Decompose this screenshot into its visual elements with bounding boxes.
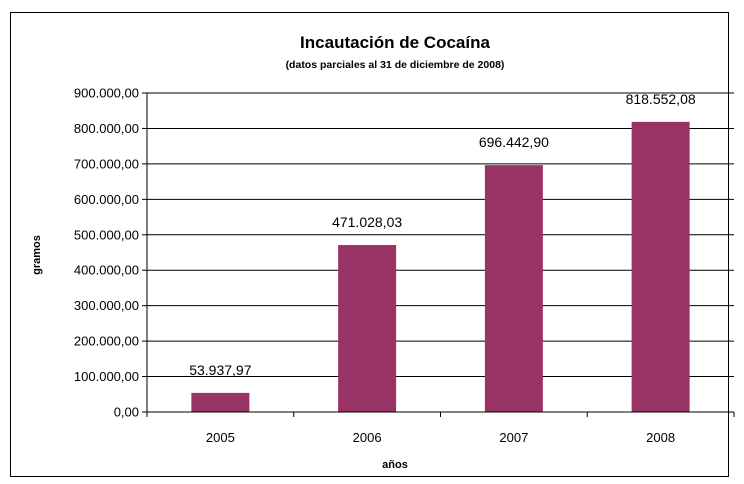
x-tick-labels: 2005 2006 2007 2008: [206, 430, 675, 445]
chart-title: Incautación de Cocaína: [300, 33, 490, 52]
y-axis-title: gramos: [31, 235, 43, 275]
axes: [142, 92, 735, 417]
x-tick-label: 2007: [499, 430, 528, 445]
x-tick-label: 2008: [646, 430, 675, 445]
y-tick-label: 200.000,00: [74, 334, 139, 349]
bar-2007: [484, 165, 543, 412]
y-tick-label: 600.000,00: [74, 192, 139, 207]
data-label-2008: 818.552,08: [626, 91, 696, 107]
y-tick-label: 400.000,00: [74, 263, 139, 278]
y-tick-labels: 0,00 100.000,00 200.000,00 300.000,00 400.00…: [74, 86, 139, 420]
y-tick-label: 800.000,00: [74, 121, 139, 136]
data-label-2006: 471.028,03: [332, 214, 402, 230]
x-tick-label: 2006: [353, 430, 382, 445]
y-tick-label: 100.000,00: [74, 369, 139, 384]
y-tick-label: 700.000,00: [74, 156, 139, 171]
chart-subtitle: (datos parciales al 31 de diciembre de 2…: [286, 59, 505, 71]
bars: [191, 121, 690, 412]
bar-2006: [338, 245, 397, 412]
x-tick-label: 2005: [206, 430, 235, 445]
bar-2008: [631, 121, 690, 412]
data-label-2005: 53.937,97: [189, 362, 251, 378]
data-labels: 53.937,97 471.028,03 696.442,90 818.552,08: [189, 91, 696, 378]
x-axis-title: años: [382, 459, 408, 471]
y-tick-label: 300.000,00: [74, 298, 139, 313]
bar-2005: [191, 392, 250, 412]
y-tick-label: 0,00: [114, 405, 139, 420]
data-label-2007: 696.442,90: [479, 134, 549, 150]
y-tick-label: 900.000,00: [74, 86, 139, 101]
y-tick-label: 500.000,00: [74, 227, 139, 242]
